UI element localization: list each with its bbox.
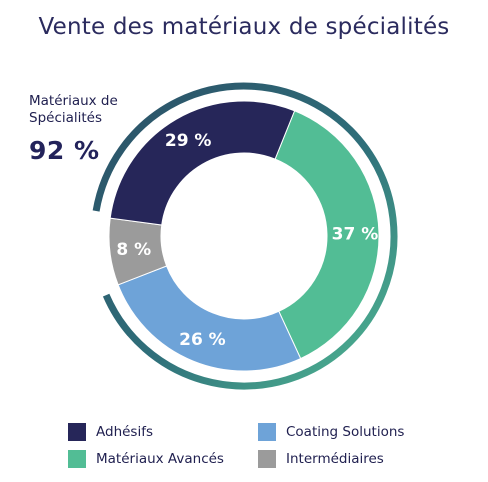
legend-label-materiaux-avances: Matériaux Avancés [96,451,224,467]
legend-swatch-coating-solutions [258,423,276,441]
slice-adhesifs [109,100,296,226]
chart-title: Vente des matériaux de spécialités [38,14,450,40]
legend-item-coating-solutions: Coating Solutions [258,421,458,443]
specialty-materials-value: 92 % [29,136,100,165]
specialty-materials-arc [92,82,398,390]
slice-materiaux-avances [274,110,380,360]
slice-coating-solutions [117,265,302,372]
legend-label-adhesifs: Adhésifs [96,424,153,440]
legend-label-intermediaires: Intermédiaires [286,451,384,467]
legend-swatch-intermediaires [258,450,276,468]
legend-label-coating-solutions: Coating Solutions [286,424,405,440]
legend-swatch-adhesifs [68,423,86,441]
slice-label-intermediaires: 8 % [116,240,151,260]
slice-label-adhesifs: 29 % [165,131,212,151]
legend-item-adhesifs: Adhésifs [68,421,258,443]
slice-label-coating-solutions: 26 % [179,330,226,350]
legend-swatch-materiaux-avances [68,450,86,468]
legend-item-materiaux-avances: Matériaux Avancés [68,448,258,470]
specialty-materials-label: Matériaux de Spécialités [29,93,118,126]
chart-legend: Adhésifs Coating Solutions Matériaux Ava… [68,421,468,470]
legend-item-intermediaires: Intermédiaires [258,448,458,470]
slice-label-materiaux-avances: 37 % [332,224,379,244]
